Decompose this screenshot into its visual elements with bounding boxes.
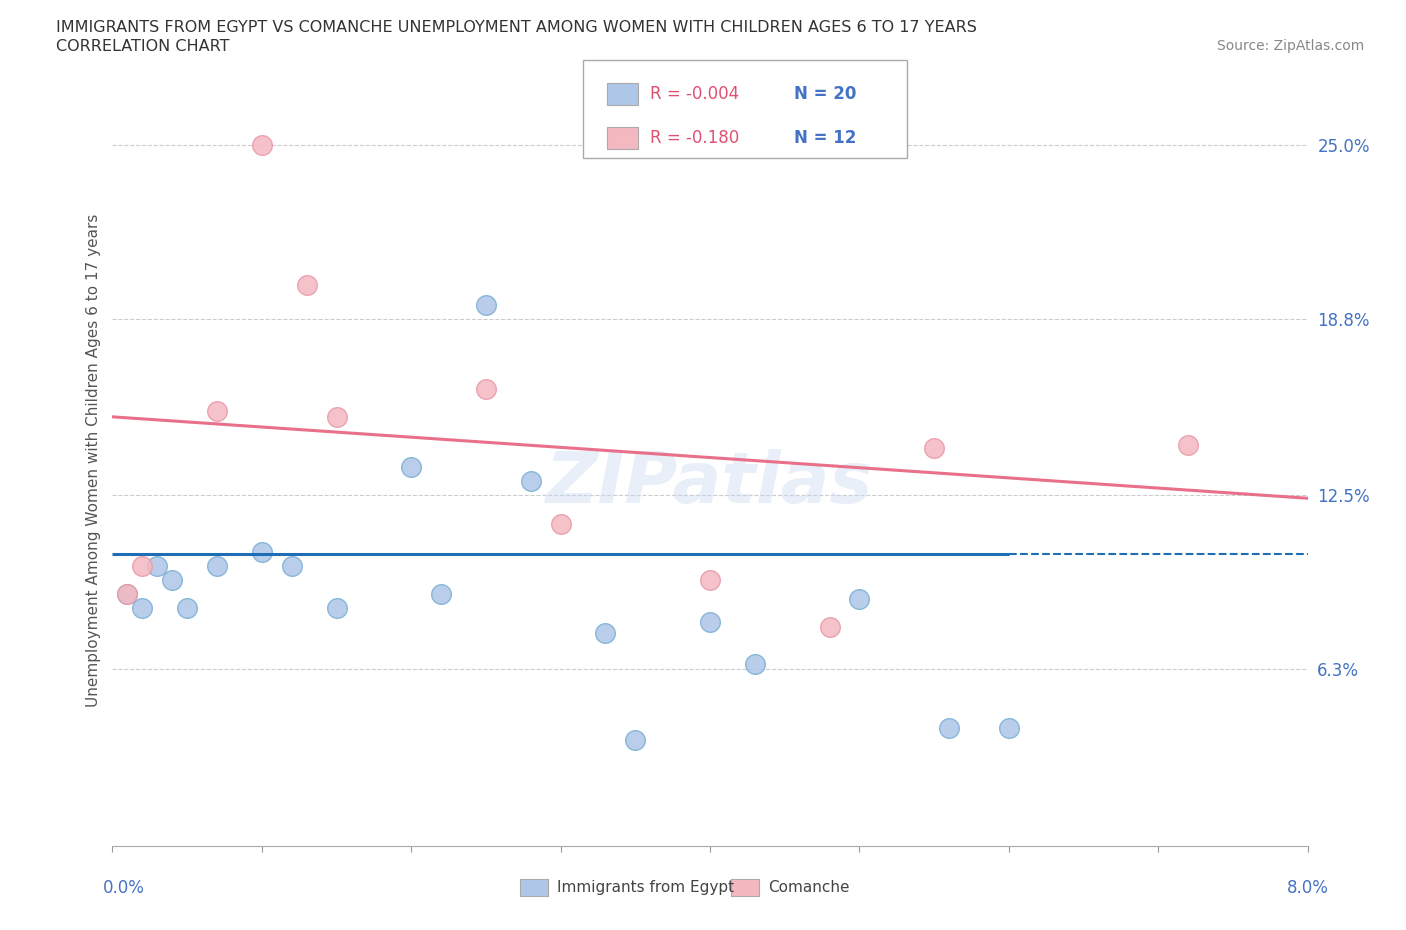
Point (1177, 437, 1199, 452)
Text: R = -0.004: R = -0.004 (650, 85, 738, 103)
Point (131, 558, 153, 573)
Point (117, 586, 139, 601)
Point (475, 381, 498, 396)
Point (699, 572, 721, 587)
Point (205, 404, 228, 418)
Text: ZIPatlas: ZIPatlas (547, 449, 873, 518)
Point (922, 440, 945, 455)
Text: CORRELATION CHART: CORRELATION CHART (56, 39, 229, 54)
Text: 8.0%: 8.0% (1286, 879, 1329, 897)
Point (624, 732, 647, 747)
Point (475, 297, 498, 312)
Point (117, 586, 139, 601)
Point (295, 277, 318, 292)
Text: R = -0.180: R = -0.180 (650, 129, 738, 147)
Point (401, 460, 423, 475)
Point (325, 409, 347, 424)
Text: Comanche: Comanche (768, 880, 849, 895)
Text: Source: ZipAtlas.com: Source: ZipAtlas.com (1216, 39, 1364, 53)
Point (250, 137, 273, 152)
Point (281, 558, 304, 573)
Point (818, 620, 841, 635)
Point (176, 600, 198, 615)
Point (998, 721, 1021, 736)
Text: Immigrants from Egypt: Immigrants from Egypt (557, 880, 734, 895)
Text: N = 20: N = 20 (794, 85, 856, 103)
Point (848, 591, 870, 606)
Point (131, 600, 153, 615)
Y-axis label: Unemployment Among Women with Children Ages 6 to 17 years: Unemployment Among Women with Children A… (86, 214, 101, 707)
Point (938, 721, 960, 736)
Point (162, 572, 183, 587)
Text: N = 12: N = 12 (794, 129, 856, 147)
Point (146, 558, 169, 573)
Point (550, 516, 572, 531)
Point (595, 626, 617, 641)
Point (744, 657, 766, 671)
Text: IMMIGRANTS FROM EGYPT VS COMANCHE UNEMPLOYMENT AMONG WOMEN WITH CHILDREN AGES 6 : IMMIGRANTS FROM EGYPT VS COMANCHE UNEMPL… (56, 20, 977, 35)
Point (325, 600, 347, 615)
Point (205, 558, 228, 573)
Point (250, 544, 273, 559)
Point (520, 474, 543, 489)
Point (699, 615, 721, 630)
Text: 0.0%: 0.0% (103, 879, 145, 897)
Point (430, 586, 453, 601)
